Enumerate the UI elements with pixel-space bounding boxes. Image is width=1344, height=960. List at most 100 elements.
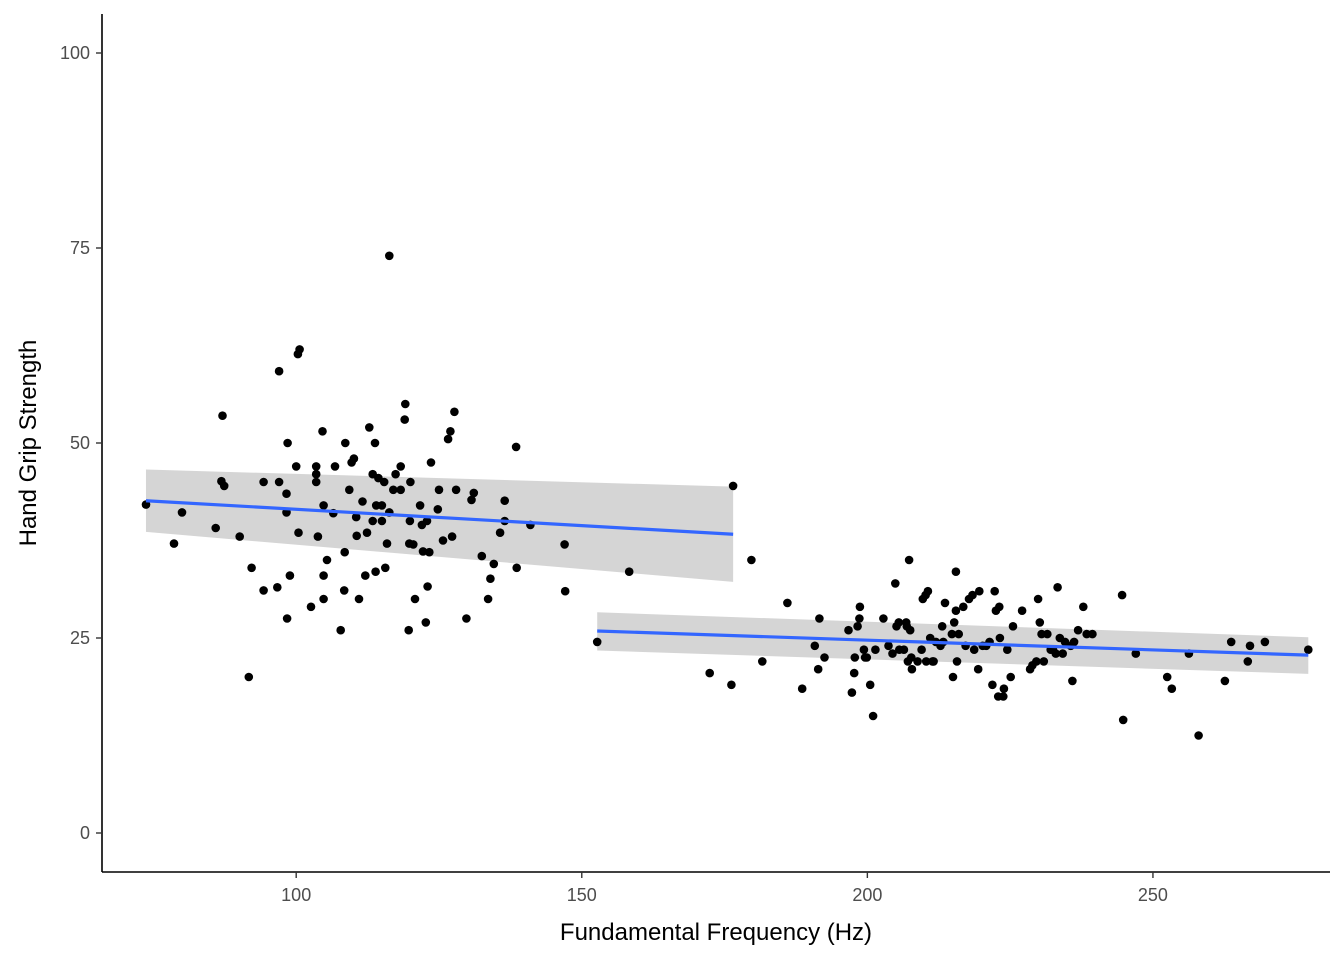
data-point (1032, 657, 1041, 666)
data-point (274, 366, 284, 376)
confidence-ribbons (145, 469, 1309, 674)
data-point (1162, 672, 1172, 682)
data-point (904, 555, 914, 565)
data-point (899, 645, 909, 654)
data-point (951, 567, 961, 576)
data-point (560, 586, 570, 596)
data-point (973, 664, 983, 674)
data-point (358, 497, 367, 506)
data-point (341, 438, 350, 448)
data-point (815, 614, 824, 623)
data-point (469, 488, 479, 498)
y-tick-label: 100 (60, 43, 90, 63)
data-point (322, 555, 332, 565)
data-point (410, 594, 420, 604)
data-point (1245, 641, 1255, 651)
data-point (1226, 637, 1236, 647)
data-point (259, 477, 268, 487)
data-point (313, 532, 323, 541)
data-point (975, 586, 984, 596)
data-point (443, 434, 453, 444)
data-point (235, 532, 244, 541)
data-point (500, 496, 510, 506)
data-point (917, 645, 926, 654)
data-point (1058, 649, 1067, 658)
data-point (907, 653, 916, 662)
x-tick-label: 150 (567, 885, 597, 905)
data-point (990, 586, 999, 596)
y-axis-ticks: 0 25 50 75 100 (60, 43, 102, 843)
data-point (849, 668, 859, 678)
data-point (929, 657, 938, 666)
data-point (1069, 637, 1079, 647)
data-point (923, 586, 933, 596)
data-point (705, 668, 714, 678)
data-point (385, 251, 394, 261)
data-point (438, 536, 448, 545)
data-point (446, 427, 455, 436)
data-point (1068, 676, 1077, 686)
data-point (844, 625, 853, 635)
data-point (340, 547, 350, 557)
data-point (937, 622, 947, 631)
fit-line-high (597, 629, 1309, 657)
data-point (447, 532, 457, 541)
data-point (339, 586, 349, 595)
data-point (434, 485, 444, 495)
data-point (368, 516, 378, 526)
data-point (855, 602, 865, 612)
data-point (404, 625, 414, 635)
x-tick-label: 250 (1138, 885, 1168, 905)
data-point (211, 523, 220, 533)
data-point (1039, 657, 1049, 666)
data-point (905, 625, 915, 635)
data-point (862, 653, 872, 662)
data-point (365, 423, 374, 432)
x-axis-ticks: 100 150 200 250 (281, 872, 1168, 905)
y-tick-label: 0 (80, 823, 90, 843)
data-point (747, 555, 756, 565)
data-point (999, 692, 1008, 701)
axes: 100 150 200 250 0 25 50 75 100 (60, 14, 1330, 905)
data-point (396, 462, 406, 471)
data-point (381, 563, 390, 573)
data-point (884, 641, 893, 651)
data-point (995, 633, 1005, 643)
data-point (259, 586, 268, 595)
data-point (948, 672, 958, 682)
y-tick-label: 25 (70, 628, 90, 648)
data-point (396, 485, 406, 495)
data-point (370, 438, 380, 448)
data-point (949, 618, 959, 627)
data-point (847, 688, 857, 697)
data-point (433, 505, 443, 514)
data-point (283, 438, 292, 448)
data-point (940, 598, 950, 608)
data-point (959, 602, 968, 612)
data-point (783, 598, 792, 608)
data-point (995, 602, 1004, 612)
data-point (354, 594, 364, 604)
data-point (879, 614, 888, 623)
data-point (999, 684, 1009, 693)
data-point (345, 485, 354, 495)
data-point (418, 547, 428, 556)
data-point (451, 485, 461, 495)
data-point (820, 653, 829, 662)
data-point (1008, 622, 1018, 631)
data-point (477, 551, 487, 561)
data-point (351, 512, 361, 522)
data-points (141, 251, 1313, 740)
data-point (349, 454, 359, 463)
data-point (1117, 590, 1127, 600)
data-point (560, 540, 569, 549)
data-point (592, 637, 602, 647)
data-point (1003, 645, 1012, 654)
data-point (291, 462, 301, 471)
data-point (409, 540, 418, 549)
y-tick-label: 75 (70, 238, 90, 258)
data-point (865, 680, 875, 690)
data-point (371, 567, 380, 576)
data-point (421, 618, 431, 627)
data-point (423, 582, 432, 591)
